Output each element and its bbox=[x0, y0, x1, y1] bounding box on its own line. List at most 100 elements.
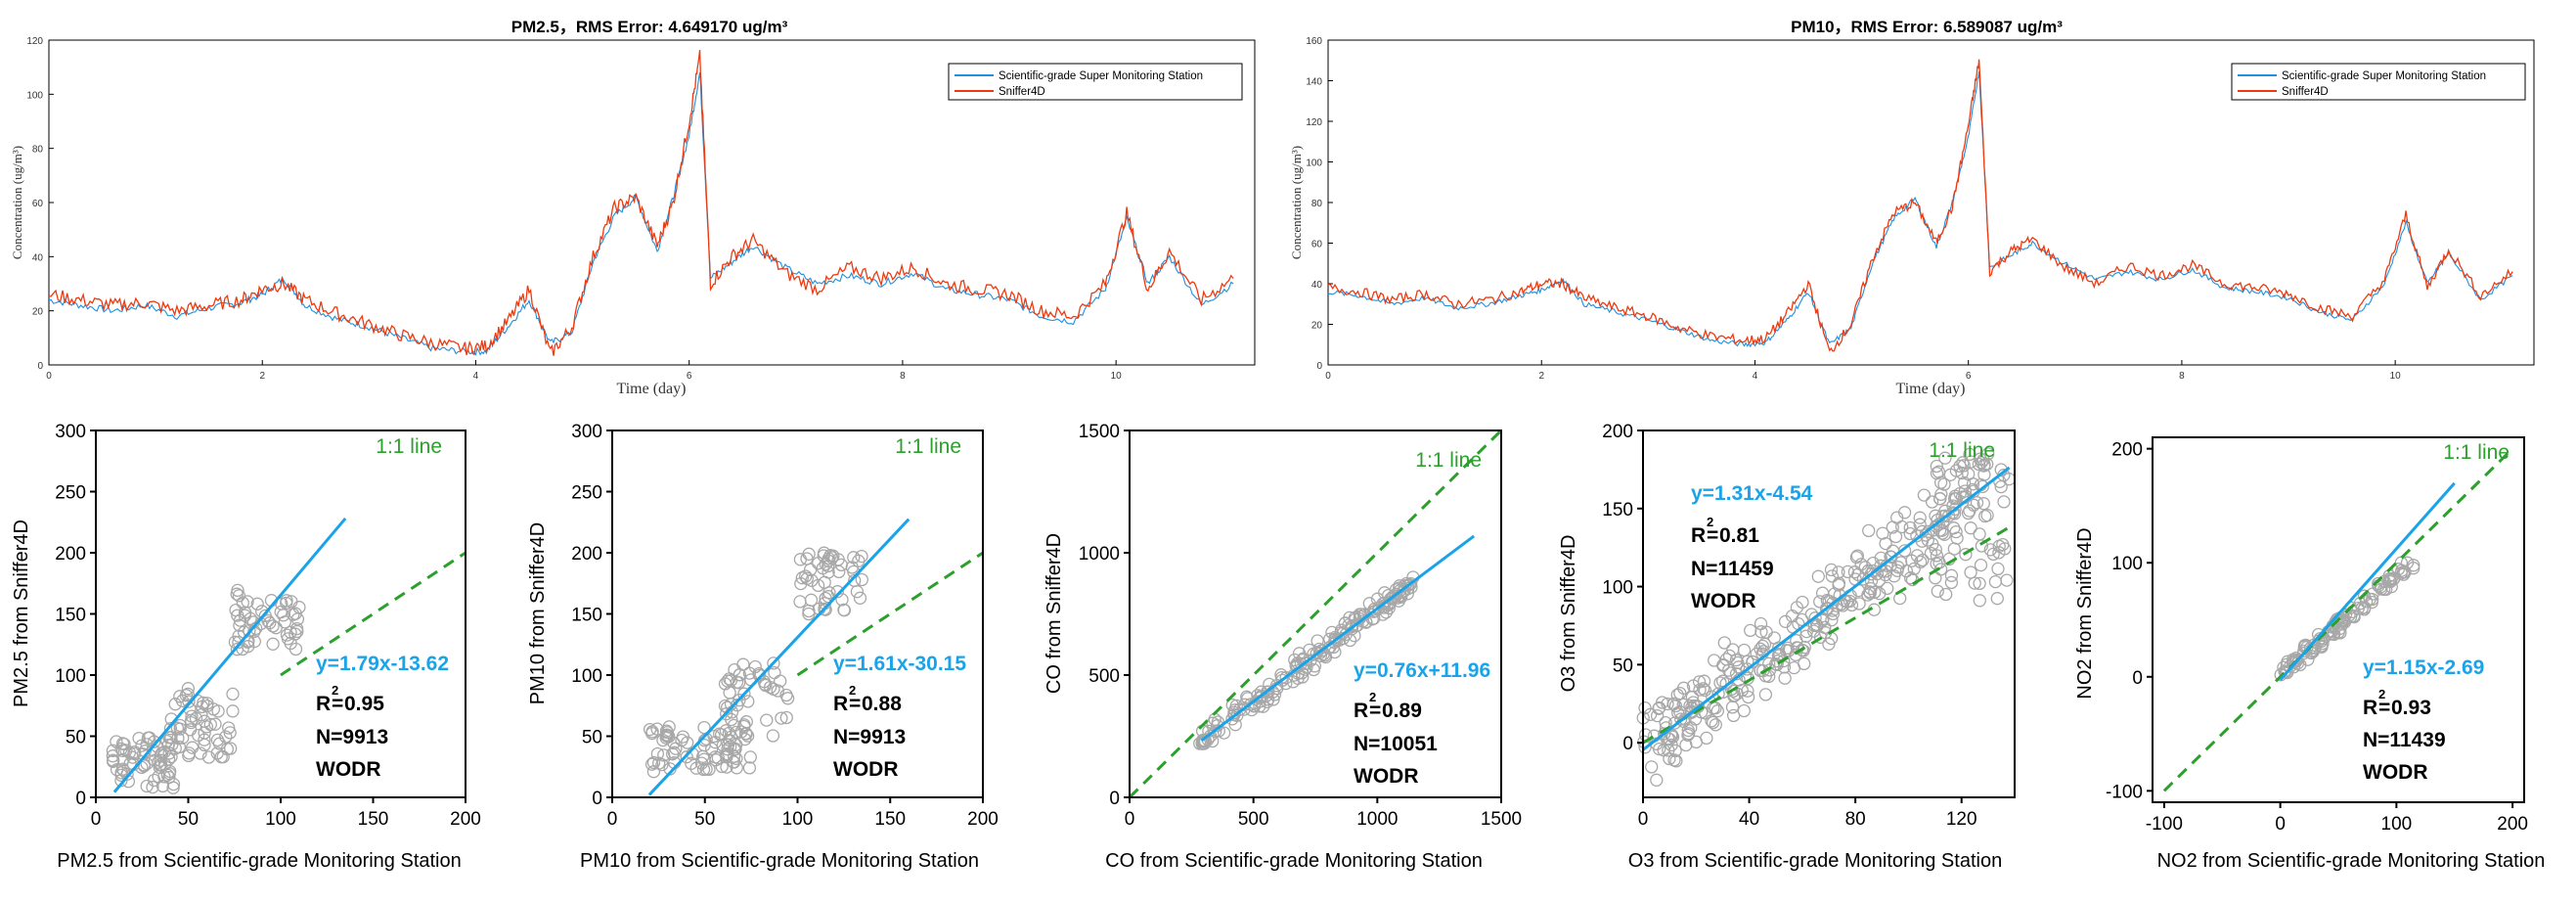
scatter-point bbox=[1206, 716, 1220, 730]
scatter-point bbox=[1717, 636, 1731, 650]
x-axis-label: CO from Scientific-grade Monitoring Stat… bbox=[1105, 850, 1483, 872]
y-ticks: 0 50 100 150 200 250 300 bbox=[55, 422, 96, 809]
x-axis-label: Time (day) bbox=[617, 381, 687, 397]
y-ticks: 0 20 40 60 80 100 120 bbox=[26, 36, 54, 372]
regression-method: WODR bbox=[1691, 590, 1756, 612]
scatter-point bbox=[241, 595, 254, 609]
scatter-point bbox=[1673, 686, 1687, 701]
scatter-point bbox=[1933, 492, 1947, 506]
scatter-point bbox=[1876, 526, 1889, 540]
scatter-point bbox=[675, 733, 688, 747]
fit-equation: y=1.15x-2.69 bbox=[2363, 656, 2484, 679]
scatter-point bbox=[1638, 701, 1652, 715]
scatter-point bbox=[233, 618, 246, 632]
scatter-point bbox=[1652, 701, 1666, 715]
legend-box bbox=[2231, 63, 2526, 101]
scatter-point bbox=[1825, 569, 1840, 583]
scatter-point bbox=[1683, 699, 1697, 713]
scatter-point bbox=[1824, 563, 1839, 577]
scatter-point bbox=[1294, 656, 1308, 671]
y-axis-label: Concentration (ug/m³) bbox=[10, 146, 24, 259]
scatter-point bbox=[182, 695, 196, 708]
r2-equals: = bbox=[1369, 700, 1381, 722]
scatter-point bbox=[155, 779, 170, 793]
scatter-point bbox=[1726, 684, 1741, 699]
y-tick-label: 100 bbox=[571, 666, 602, 687]
scatter-point bbox=[1697, 674, 1711, 688]
scatter-point bbox=[760, 713, 774, 727]
scatter-point bbox=[720, 760, 733, 774]
x-axis-label: NO2 from Scientific-grade Monitoring Sta… bbox=[2157, 850, 2546, 872]
y-tick-label: 120 bbox=[26, 36, 43, 47]
scatter-point bbox=[1811, 569, 1825, 583]
r2-equals: = bbox=[1707, 524, 1718, 547]
x-tick-label: 0 bbox=[1325, 371, 1331, 382]
scatter-point bbox=[845, 561, 859, 574]
x-tick-label: 0 bbox=[1125, 809, 1135, 830]
scatter-point bbox=[1376, 608, 1390, 621]
scatter-point bbox=[258, 609, 272, 623]
sample-count: N=11459 bbox=[1691, 558, 1774, 580]
scatter-point bbox=[1338, 616, 1352, 630]
scatter-point bbox=[1778, 671, 1792, 685]
scatter-point bbox=[1832, 565, 1845, 579]
scatter-point bbox=[715, 759, 729, 774]
scatter-point bbox=[1959, 548, 1973, 562]
identity-line-label: 1:1 line bbox=[1415, 449, 1482, 472]
x-tick-label: 100 bbox=[265, 809, 296, 830]
scatter-point bbox=[1682, 727, 1696, 741]
scatter-point bbox=[141, 731, 155, 745]
scatter-point bbox=[1741, 690, 1755, 704]
scatter-point bbox=[119, 744, 133, 757]
scatter-point bbox=[771, 684, 784, 698]
scatter-point bbox=[1685, 705, 1699, 719]
x-tick-label: 0 bbox=[1638, 809, 1649, 830]
y-tick-label: 1500 bbox=[1079, 422, 1120, 442]
y-tick-label: 60 bbox=[1311, 240, 1323, 250]
scatter-point bbox=[1863, 586, 1877, 600]
r2-symbol: R bbox=[1354, 700, 1368, 722]
chart-title: PM2.5，RMS Error: 4.649170 ug/m³ bbox=[511, 18, 788, 36]
y-tick-label: 200 bbox=[2111, 440, 2143, 461]
scatter-point bbox=[1874, 551, 1888, 565]
scatter-point bbox=[1997, 495, 2011, 509]
scatter-point bbox=[1947, 542, 1961, 556]
scatter-point bbox=[1973, 576, 1986, 591]
scatter-point bbox=[280, 596, 293, 610]
scatter-point bbox=[1976, 497, 1990, 511]
identity-line bbox=[280, 551, 466, 677]
scatter-point bbox=[266, 619, 280, 633]
scatter-point bbox=[203, 717, 217, 732]
x-ticks: 0 2 4 6 8 10 bbox=[1325, 360, 2401, 382]
scatter-point bbox=[1825, 613, 1839, 627]
scatter-point bbox=[719, 724, 733, 738]
scatter-point bbox=[1944, 575, 1959, 590]
scatter-point bbox=[2397, 567, 2411, 581]
sample-count: N=9913 bbox=[833, 726, 906, 748]
scatter-point bbox=[1996, 537, 2010, 552]
scatter-point bbox=[1964, 521, 1977, 535]
scatter-point bbox=[2000, 573, 2014, 587]
scatter-point bbox=[2287, 655, 2301, 668]
scatter-point bbox=[127, 745, 142, 759]
fit-line bbox=[1642, 466, 2011, 751]
scatter-point bbox=[822, 565, 835, 579]
scatter-point bbox=[1726, 708, 1741, 723]
scatter-point bbox=[1296, 670, 1310, 684]
scatter-point bbox=[1983, 543, 1997, 557]
x-tick-label: 150 bbox=[358, 809, 389, 830]
scatter-point bbox=[1706, 715, 1720, 730]
scatter-point bbox=[116, 752, 130, 767]
scatter-point bbox=[1244, 698, 1258, 711]
y-tick-label: 0 bbox=[75, 789, 86, 809]
scatter-point bbox=[1973, 594, 1986, 608]
o3-scatter-panel: 0 50 100 150 200 0 40 80 120 1:1 line y=1.31x-4… bbox=[1558, 422, 2016, 872]
scatter-point bbox=[1849, 550, 1864, 565]
scatter-point bbox=[817, 549, 830, 563]
series-lines bbox=[48, 50, 1234, 356]
x-ticks: 0 50 100 150 200 bbox=[607, 797, 999, 830]
scatter-point bbox=[1787, 660, 1801, 675]
scatter-point bbox=[1650, 773, 1664, 787]
scatter-point bbox=[161, 752, 176, 766]
scatter-point bbox=[680, 750, 693, 764]
